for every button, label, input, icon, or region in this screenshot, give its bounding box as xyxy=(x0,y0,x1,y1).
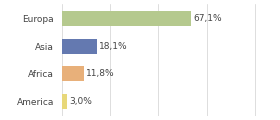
Bar xyxy=(62,94,67,109)
Text: 18,1%: 18,1% xyxy=(99,42,127,51)
Text: 11,8%: 11,8% xyxy=(86,69,115,78)
Bar xyxy=(62,66,85,81)
Bar xyxy=(62,11,192,26)
Text: 3,0%: 3,0% xyxy=(69,97,92,106)
Bar xyxy=(62,39,97,54)
Text: 67,1%: 67,1% xyxy=(193,14,222,23)
